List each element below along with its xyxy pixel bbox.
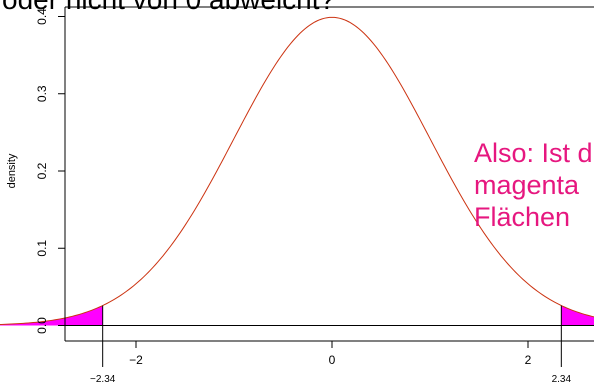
y-tick-label: 0.0 bbox=[35, 317, 49, 334]
annotation-line: Also: Ist d bbox=[474, 138, 593, 168]
critical-value-label: 2.34 bbox=[552, 374, 572, 385]
density-curve-layer bbox=[0, 16, 594, 326]
y-axis: 0.0 0.1 0.2 0.3 0.4 bbox=[35, 8, 65, 334]
y-tick-label: 0.2 bbox=[35, 162, 49, 179]
y-tick-label: 0.3 bbox=[35, 85, 49, 102]
critical-value-lines: −2.34 2.34 bbox=[90, 305, 572, 385]
y-axis-label: density bbox=[6, 153, 18, 188]
critical-value-label: −2.34 bbox=[90, 374, 116, 385]
annotation-text: Also: Ist d magenta Flächen bbox=[474, 137, 593, 233]
plot-frame-layer bbox=[64, 6, 594, 342]
y-tick-label: 0.1 bbox=[35, 240, 49, 257]
density-curve bbox=[0, 16, 594, 326]
annotation-line: Flächen bbox=[474, 202, 571, 232]
annotation-line: magenta bbox=[474, 170, 580, 200]
shaded-tail bbox=[0, 305, 103, 326]
shaded-tail-regions bbox=[0, 305, 594, 326]
x-tick-label: 2 bbox=[525, 353, 532, 367]
y-tick-label: 0.4 bbox=[35, 8, 49, 25]
x-tick-label: −2 bbox=[129, 353, 143, 367]
shaded-tail bbox=[561, 305, 594, 326]
x-tick-label: 0 bbox=[329, 353, 336, 367]
x-axis: −4−2024 bbox=[129, 341, 532, 367]
